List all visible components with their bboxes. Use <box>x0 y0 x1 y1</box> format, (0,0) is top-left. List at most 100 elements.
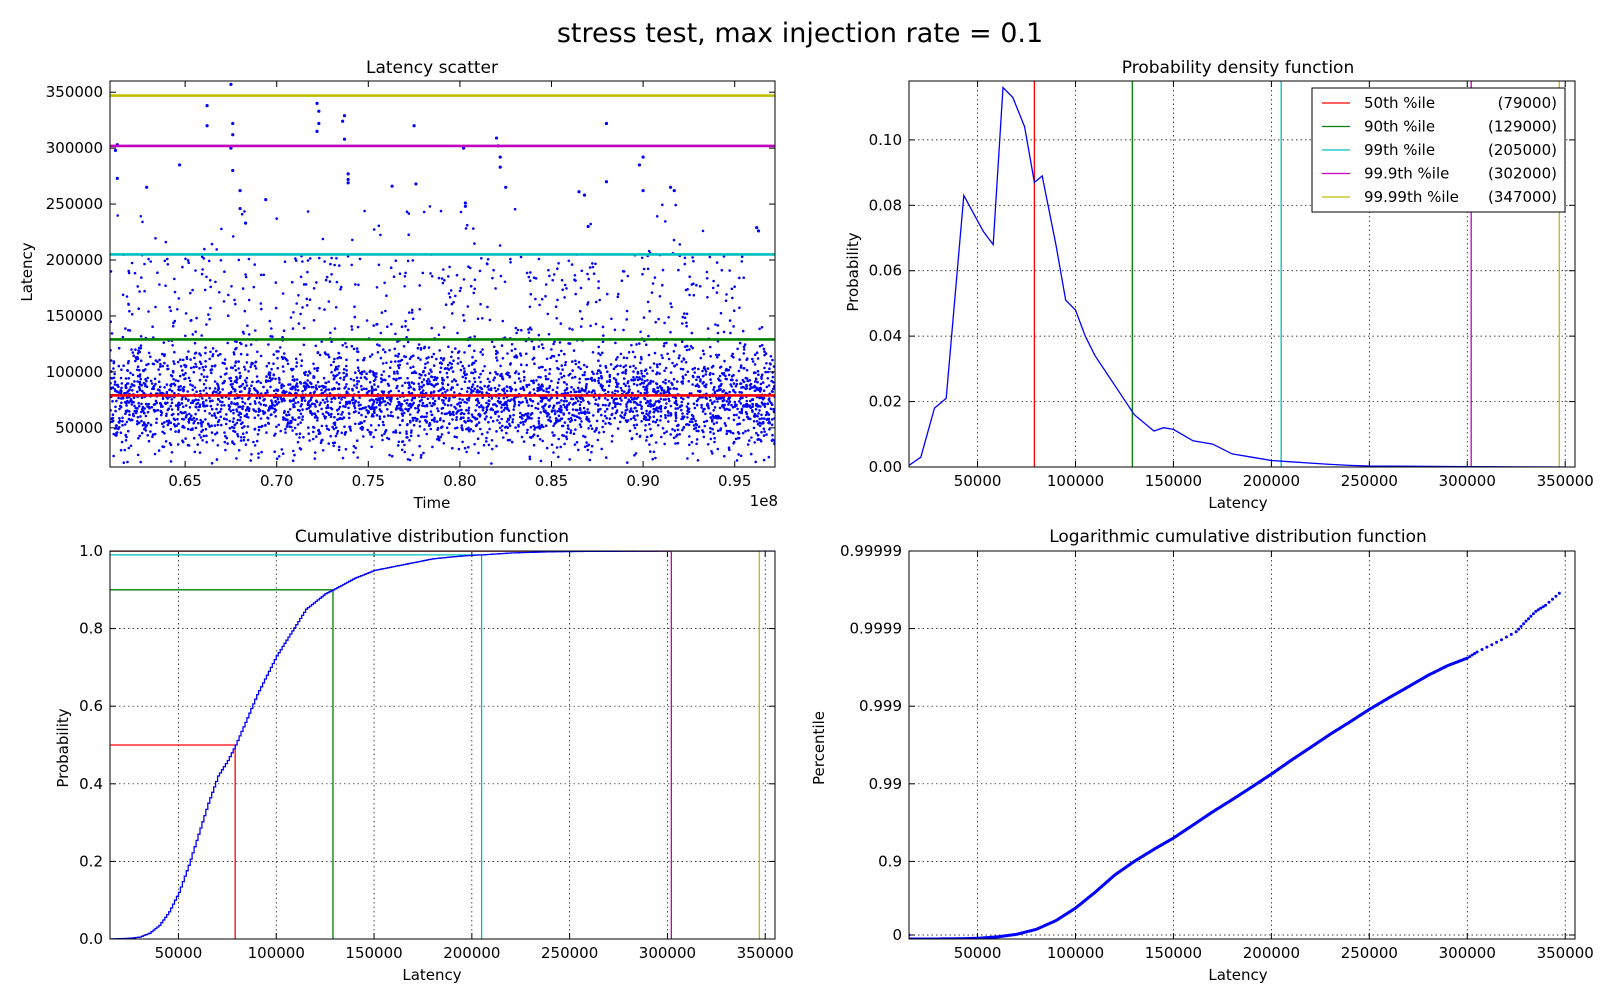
scatter-x-offset-label: 1e8 <box>750 492 778 510</box>
scatter-outlier-point <box>231 168 235 173</box>
scatter-outlier-point <box>756 229 761 233</box>
scatter-ytick-label: 200000 <box>46 251 103 269</box>
pdf-title: Probability density function <box>1122 58 1354 78</box>
legend-value: (205000) <box>1488 141 1557 159</box>
scatter-outlier-point <box>582 193 587 197</box>
legend-value: (129000) <box>1488 118 1557 136</box>
cdf-marker-p90 <box>110 589 334 939</box>
scatter-ytick-label: 300000 <box>46 139 103 157</box>
cdf-frame <box>109 550 776 940</box>
scatter-outlier-point <box>229 82 233 86</box>
scatter-ytick-label: 250000 <box>46 195 103 213</box>
scatter-outlier-point <box>390 184 394 188</box>
scatter-outlier-point <box>494 136 499 140</box>
pdf-xtick-label: 350000 <box>1537 472 1594 490</box>
log-cdf-ytick-label: 0.99999 <box>840 542 902 560</box>
pdf-ytick-label: 0.00 <box>869 458 902 476</box>
cdf-xtick-label: 300000 <box>639 944 696 962</box>
scatter-outlier-point <box>604 121 609 126</box>
scatter-xtick-label: 0.70 <box>260 472 293 490</box>
scatter-xtick-label: 0.95 <box>718 472 751 490</box>
cdf-xtick-label: 50000 <box>155 944 203 962</box>
log-cdf-xtick-label: 150000 <box>1145 944 1202 962</box>
scatter-ytick-label: 100000 <box>46 363 103 381</box>
cdf-xtick-label: 150000 <box>345 944 402 962</box>
scatter-outlier-point <box>504 185 508 189</box>
pdf-xtick-label: 150000 <box>1145 472 1202 490</box>
pdf-plot: Probability density function Latency Pro… <box>844 58 1594 512</box>
scatter-outlier-point <box>672 189 676 193</box>
cdf-ytick-label: 0.2 <box>79 852 103 870</box>
legend-value: (79000) <box>1498 94 1557 112</box>
log-cdf-xtick-label: 50000 <box>954 944 1002 962</box>
scatter-xtick-label: 0.65 <box>168 472 201 490</box>
scatter-outlier-point <box>755 225 759 230</box>
log-cdf-points <box>909 591 1561 939</box>
log-cdf-frame <box>908 550 1576 940</box>
log-cdf-plot: Logarithmic cumulative distribution func… <box>810 527 1594 984</box>
scatter-outlier-point <box>341 119 345 123</box>
log-cdf-xtick-label: 300000 <box>1439 944 1496 962</box>
scatter-outlier-point <box>238 206 242 211</box>
figure-suptitle: stress test, max injection rate = 0.1 <box>557 18 1043 49</box>
legend-box <box>1311 87 1566 213</box>
pdf-legend: 50th %ile (79000) 90th %ile (129000) 99th %i… <box>1311 87 1566 213</box>
cdf-xtick-label: 200000 <box>443 944 500 962</box>
cdf-ytick-label: 0.6 <box>79 697 103 715</box>
scatter-outlier-point <box>115 176 119 180</box>
scatter-outlier-point <box>637 163 642 167</box>
latency-scatter-plot: Latency scatter Time Latency 1e8 0.65 0.7… <box>18 58 778 512</box>
legend-label: 99.9th %ile <box>1364 165 1449 183</box>
scatter-outlier-point <box>205 104 209 108</box>
legend-label: 99th %ile <box>1364 141 1435 159</box>
legend-value: (302000) <box>1488 165 1557 183</box>
scatter-xtick-label: 0.90 <box>626 472 659 490</box>
pdf-xtick-label: 250000 <box>1341 472 1398 490</box>
scatter-outlier-point <box>577 190 581 194</box>
cdf-ylabel: Probability <box>54 708 72 787</box>
cdf-xtick-label: 250000 <box>541 944 598 962</box>
pdf-xtick-label: 300000 <box>1439 472 1496 490</box>
scatter-outlier-point <box>346 177 350 182</box>
log-cdf-ytick-label: 0.99 <box>869 775 902 793</box>
scatter-outlier-point <box>342 137 347 141</box>
legend-label: 90th %ile <box>1364 118 1435 136</box>
log-cdf-xtick-label: 350000 <box>1537 944 1594 962</box>
clip1-area <box>909 81 1566 467</box>
pdf-xtick-label: 200000 <box>1243 472 1300 490</box>
pdf-xtick-label: 50000 <box>954 472 1002 490</box>
scatter-xtick-label: 0.75 <box>352 472 385 490</box>
log-cdf-ytick-label: 0.999 <box>859 697 902 715</box>
scatter-xlabel: Time <box>413 494 451 512</box>
scatter-outlier-point <box>641 155 645 159</box>
scatter-outlier-point <box>641 189 645 193</box>
scatter-outlier-point <box>317 121 321 126</box>
scatter-xtick-label: 0.80 <box>443 472 476 490</box>
clip3-area <box>909 591 1561 939</box>
scatter-outlier-point <box>604 180 609 184</box>
log-cdf-xtick-label: 250000 <box>1341 944 1398 962</box>
scatter-ytick-label: 350000 <box>46 83 103 101</box>
pdf-ytick-label: 0.06 <box>869 262 902 280</box>
scatter-outlier-point <box>586 224 590 229</box>
scatter-outlier-point <box>178 163 182 167</box>
log-cdf-ytick-label: 0.9 <box>878 852 902 870</box>
scatter-outlier-point <box>315 101 319 105</box>
cdf-ytick-label: 1.0 <box>79 542 103 560</box>
scatter-outlier-point <box>205 124 209 128</box>
log-cdf-ytick-label: 0.9999 <box>850 620 903 638</box>
clip0-area <box>110 82 775 465</box>
clip2-area <box>110 551 775 939</box>
scatter-ytick-label: 150000 <box>46 307 103 325</box>
scatter-points-bulk <box>110 203 775 465</box>
cdf-xtick-label: 350000 <box>737 944 794 962</box>
cdf-ytick-label: 0.4 <box>79 775 103 793</box>
pdf-ytick-label: 0.02 <box>869 393 902 411</box>
scatter-outlier-point <box>414 182 418 186</box>
log-cdf-xlabel: Latency <box>1208 966 1267 984</box>
scatter-outlier-point <box>264 197 268 202</box>
scatter-outlier-point <box>145 185 149 189</box>
cdf-marker-p99 <box>110 554 483 939</box>
scatter-outlier-point <box>346 172 350 176</box>
